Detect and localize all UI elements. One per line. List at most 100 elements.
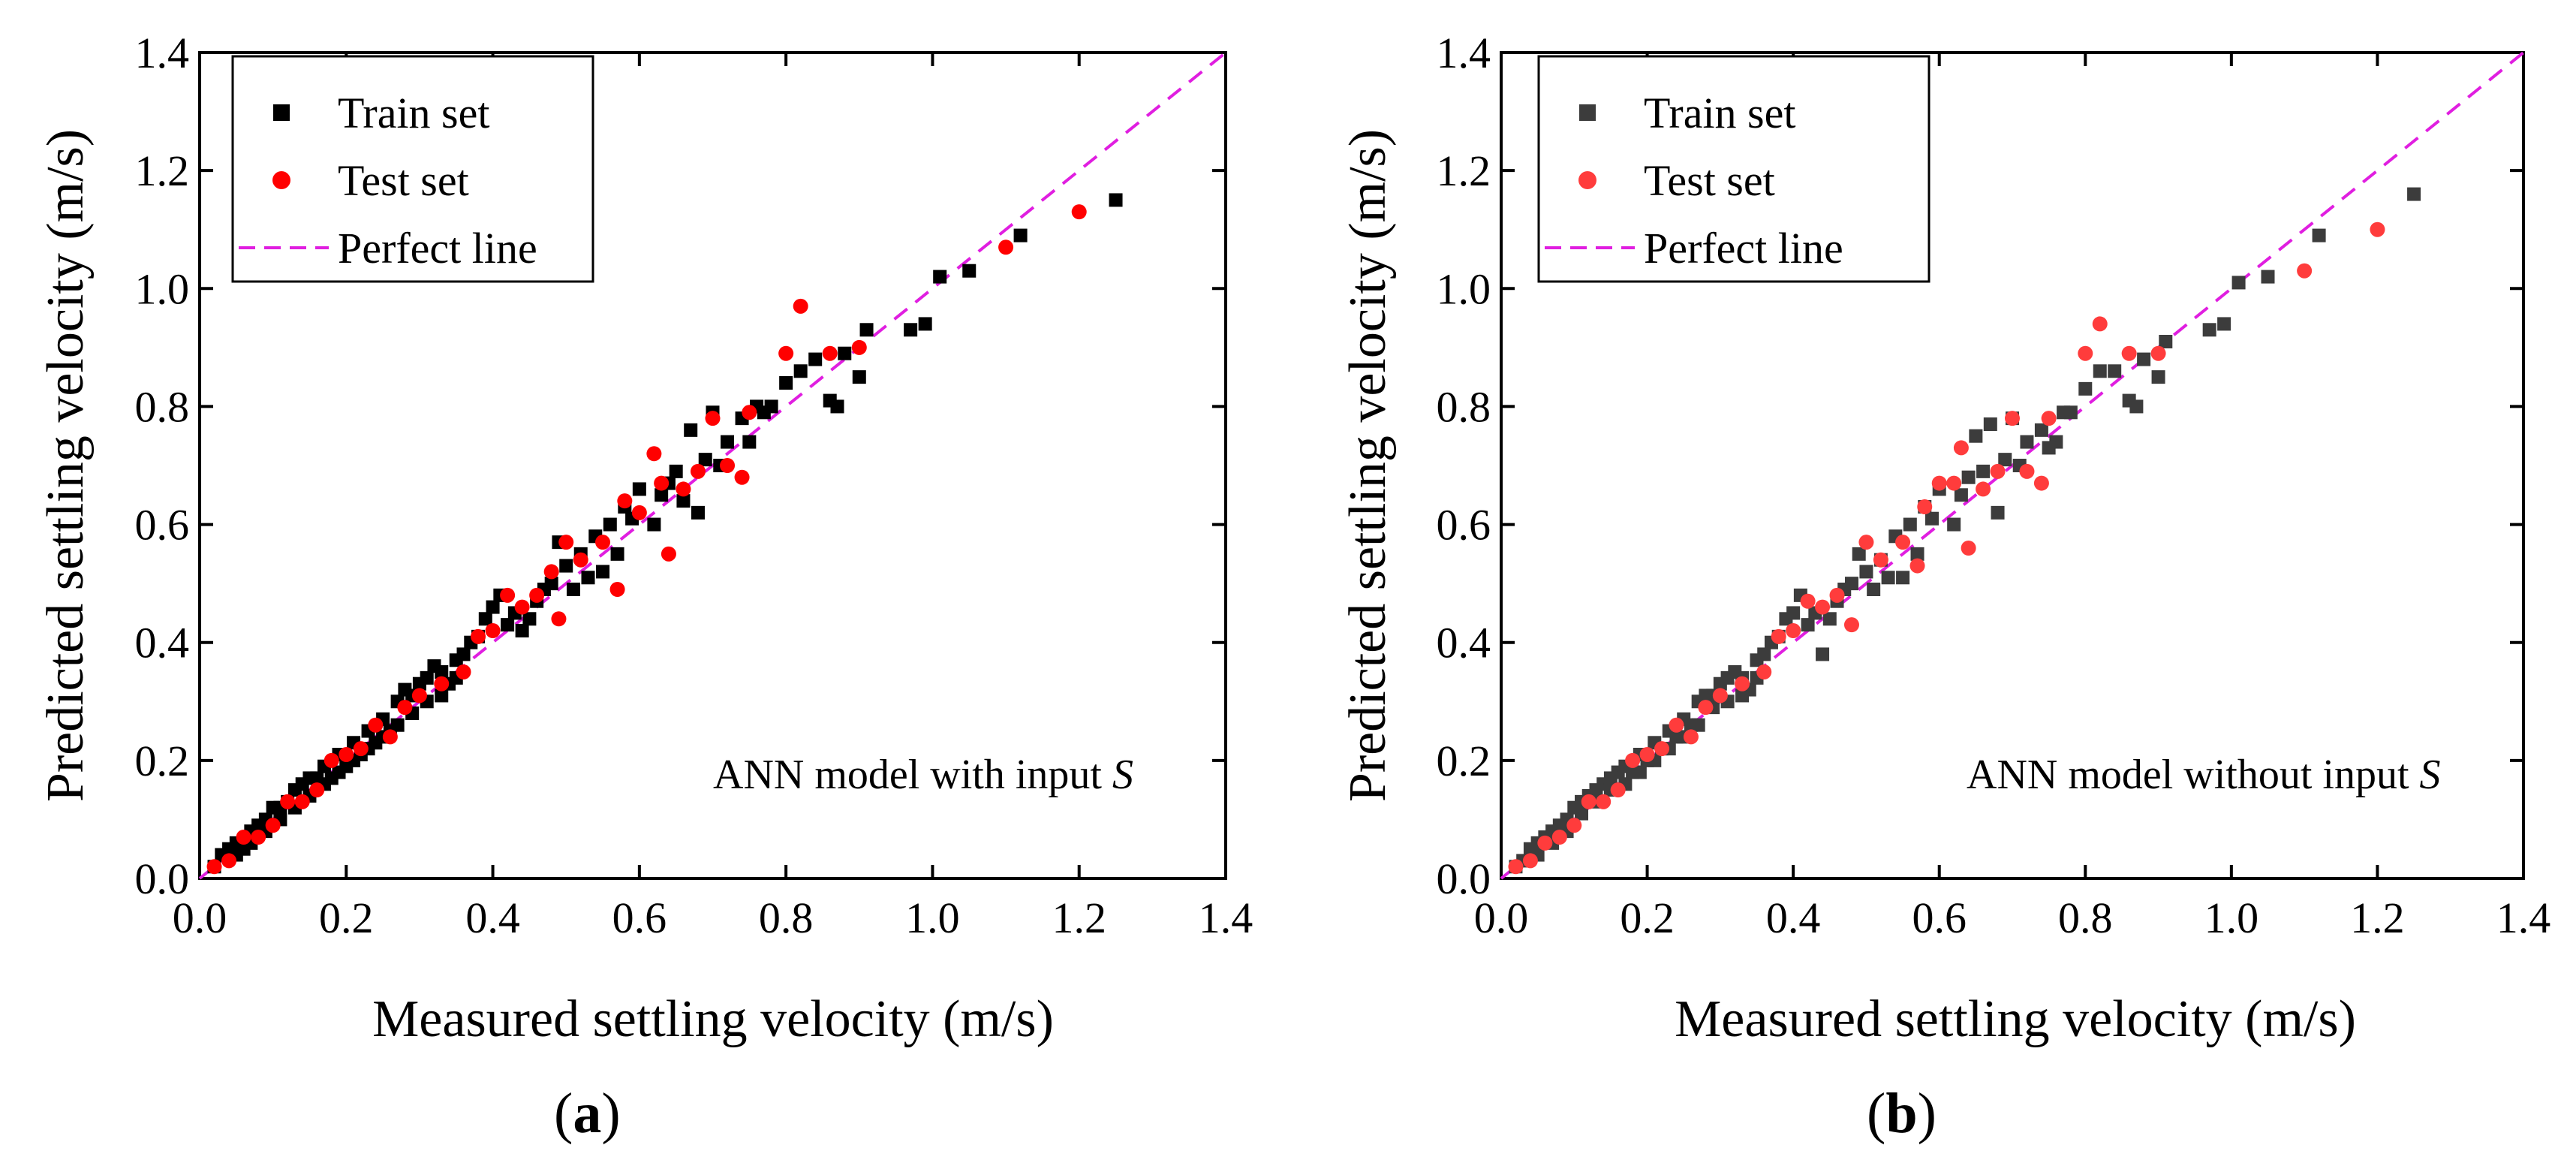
panel-a-test-point: [382, 729, 398, 745]
panel-b-train-point: [1910, 547, 1924, 561]
panel-b-test-point: [1522, 853, 1538, 869]
panel-b-test-point: [1596, 794, 1612, 809]
panel-b-y-tick-label: 1.0: [1437, 264, 1491, 313]
panel-a-test-point: [471, 628, 486, 644]
panel-b-train-point: [1786, 606, 1801, 620]
panel-a-train-point: [515, 624, 529, 637]
panel-a-train-point: [691, 505, 705, 520]
panel-a-test-point: [236, 830, 251, 845]
panel-b-test-point: [1698, 700, 1714, 716]
panel-b-train-point: [1633, 765, 1647, 779]
panel-b-test-point: [1829, 587, 1845, 603]
panel-a-train-point: [808, 352, 823, 366]
panel-b-train-point: [1954, 488, 1968, 502]
panel-b-y-tick-label: 0.4: [1437, 619, 1491, 667]
panel-b-train-point: [2034, 423, 2048, 437]
panel-a-letter: a: [573, 1082, 602, 1145]
panel-a-train-point: [742, 435, 757, 449]
panel-b-test-point: [1873, 552, 1888, 568]
panel-b-test-point: [2121, 345, 2137, 361]
panel-a-train-point: [456, 647, 471, 661]
panel-a-test-point: [206, 859, 222, 875]
panel-a-test-point: [456, 664, 471, 679]
panel-b-train-point: [2093, 364, 2107, 378]
panel-a-test-point: [720, 458, 736, 473]
panel-b-train-point: [1603, 771, 1618, 785]
panel-a-test-point: [294, 794, 310, 809]
panel-a-test-point: [661, 546, 676, 562]
panel-b-y-tick-label: 0.2: [1437, 737, 1491, 785]
panel-b-test-point: [1895, 535, 1911, 550]
panel-b-annotation-text: ANN model without input: [1967, 752, 2420, 798]
panel-a-test-point: [1071, 204, 1087, 220]
panel-b-paren-open: (: [1867, 1082, 1886, 1145]
panel-a-test-point: [485, 623, 501, 638]
panel-b-test-point: [1625, 752, 1641, 768]
panel-b-y-tick-label: 0.0: [1437, 854, 1491, 903]
panel-a-test-point: [654, 475, 670, 491]
panel-b-paren-close: ): [1917, 1082, 1937, 1145]
panel-a-test-point: [609, 582, 625, 597]
panel-b-test-point: [2005, 411, 2020, 426]
panel-b-test-point: [1712, 688, 1728, 704]
panel-a-test-point: [353, 741, 369, 757]
panel-b-x-tick-label: 1.0: [2204, 893, 2259, 942]
panel-a-annotation: ANN model with input S: [713, 752, 1133, 798]
panel-a-train-point: [581, 571, 595, 585]
panel-a-train-point: [332, 765, 346, 779]
panel-a-train-point: [838, 346, 852, 360]
panel-b-train-point: [2407, 187, 2421, 201]
panel-a-test-point: [339, 747, 354, 762]
panel-b-train-point: [1816, 647, 1830, 661]
panel-b-test-point: [1917, 499, 1933, 514]
panel-b-train-point: [2151, 370, 2165, 384]
panel-b-train-point: [1757, 647, 1771, 661]
panel-b-test-point: [1843, 617, 1859, 633]
panel-a-test-point: [411, 688, 427, 704]
panel-b-legend-train-label: Train set: [1644, 89, 1796, 137]
panel-b-x-tick-label: 0.2: [1620, 893, 1675, 942]
panel-b-test-point: [1566, 818, 1582, 833]
panel-a-test-point: [734, 469, 750, 485]
panel-b-train-point: [1969, 429, 1983, 443]
panel-b-train-point: [1991, 505, 2005, 520]
panel-a-train-point: [962, 264, 977, 278]
panel-a-x-tick-label: 0.4: [465, 893, 520, 942]
panel-a-test-point: [851, 339, 867, 355]
panel-a-test-point: [500, 587, 516, 603]
panel-a-train-point: [501, 618, 515, 632]
panel-b-test-point: [1683, 729, 1699, 745]
panel-a-test-point: [793, 298, 808, 314]
panel-a-train-point: [676, 494, 691, 508]
panel-b-y-tick-label: 0.6: [1437, 501, 1491, 550]
panel-a-train-point: [287, 783, 302, 797]
panel-a-legend-train-symbol: [273, 104, 290, 121]
panel-a-train-point: [779, 376, 793, 390]
panel-b-test-point: [2297, 263, 2313, 279]
panel-a-legend-train-label: Train set: [338, 89, 490, 137]
panel-b-chart: 0.0 0.2 0.4 0.6 0.8 1.0 1.2 1.4 0.0 0.2 0.4 0.6 0.8 1…: [1339, 29, 2550, 1048]
panel-a-train-point: [859, 323, 874, 337]
panel-a-train-point: [852, 370, 866, 384]
panel-b-y-tick-label: 1.2: [1437, 146, 1491, 195]
panel-b-test-point: [1537, 835, 1553, 851]
panel-b-test-point: [2019, 463, 2035, 479]
panel-a-train-point: [721, 435, 735, 449]
panel-a-test-point: [558, 535, 574, 550]
panel-a-train-point: [684, 423, 698, 437]
panel-b-train-point: [1924, 511, 1939, 526]
panel-b-plot-frame: [1500, 51, 2525, 880]
panel-b-test-point: [1961, 541, 1976, 556]
panel-a-train-point: [522, 612, 537, 626]
panel-b-letter: b: [1885, 1082, 1918, 1145]
panel-a-test-point: [617, 493, 633, 509]
panel-b-test-point: [1858, 535, 1874, 550]
panel-b-train-point: [2020, 435, 2034, 449]
panel-b-test-point: [1654, 741, 1670, 757]
panel-a-y-tick-label: 0.6: [135, 501, 190, 550]
panel-b-test-point: [1909, 558, 1925, 574]
panel-a-x-tick-label: 1.2: [1052, 893, 1106, 942]
panel-b-test-point: [1946, 475, 1962, 491]
panel-b-train-point: [2231, 276, 2246, 290]
